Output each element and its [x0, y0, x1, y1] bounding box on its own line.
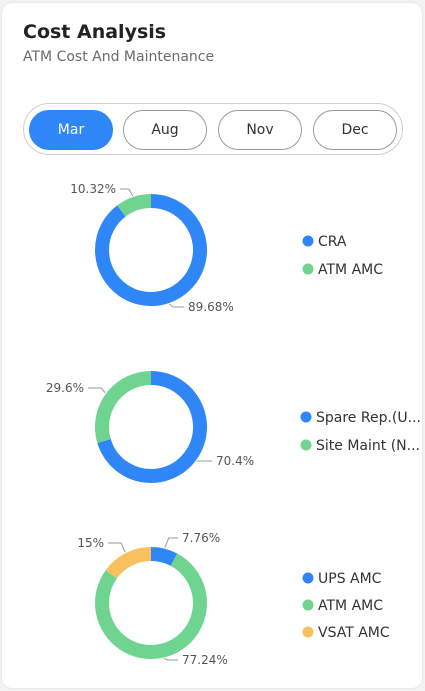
legend-marker [302, 235, 314, 247]
label-leader-line [120, 188, 134, 197]
legend-marker [302, 263, 314, 275]
label-leader-line [164, 537, 178, 548]
legend-marker [302, 626, 314, 638]
legend-marker [302, 599, 314, 611]
card-subtitle: ATM Cost And Maintenance [23, 49, 215, 65]
legend-label[interactable]: ATM AMC [318, 262, 383, 278]
slice-value-label: 7.76% [182, 531, 220, 545]
tab-aug[interactable]: Aug [123, 110, 207, 150]
legend-label[interactable]: UPS AMC [318, 571, 382, 587]
tab-dec[interactable]: Dec [313, 110, 397, 150]
tab-nov[interactable]: Nov [218, 110, 302, 150]
card-title: Cost Analysis [23, 21, 167, 43]
slice-value-label: 89.68% [188, 300, 234, 314]
donut-slice[interactable] [105, 547, 152, 579]
slice-value-label: 10.32% [70, 182, 116, 196]
donut-chart-2: 70.4% Spare Rep.(U... 29.6% Site Maint (N..… [46, 371, 421, 483]
donut-slice[interactable] [95, 553, 207, 659]
cost-analysis-card: Cost Analysis ATM Cost And Maintenance M… [2, 3, 422, 688]
slice-value-label: 29.6% [46, 381, 84, 395]
tab-mar[interactable]: Mar [29, 110, 113, 150]
label-leader-line [108, 542, 126, 553]
donut-chart-1: 89.68% CRA 10.32% ATM AMC [70, 182, 383, 314]
label-leader-line [168, 303, 184, 308]
slice-value-label: 70.4% [216, 454, 254, 468]
month-tab-bar: Mar Aug Nov Dec [23, 103, 403, 155]
legend-label[interactable]: VSAT AMC [318, 625, 390, 641]
donut-slice[interactable] [117, 194, 152, 217]
legend-marker [302, 572, 314, 584]
legend-marker [300, 439, 312, 451]
label-leader-line [88, 387, 106, 394]
label-leader-line [163, 658, 178, 661]
donut-chart-3: 7.76% UPS AMC 77.24% ATM AMC 15% VSAT AMC [77, 531, 390, 667]
slice-value-label: 15% [77, 536, 104, 550]
donut-slice[interactable] [95, 194, 207, 306]
donut-slice[interactable] [97, 371, 207, 483]
legend-label[interactable]: Spare Rep.(U... [316, 410, 421, 426]
legend-label[interactable]: ATM AMC [318, 598, 383, 614]
legend-label[interactable]: CRA [318, 234, 347, 250]
legend-label[interactable]: Site Maint (N... [316, 438, 420, 454]
donut-slice[interactable] [150, 547, 178, 567]
legend-marker [300, 411, 312, 423]
donut-slice[interactable] [95, 371, 152, 443]
slice-value-label: 77.24% [182, 653, 228, 667]
